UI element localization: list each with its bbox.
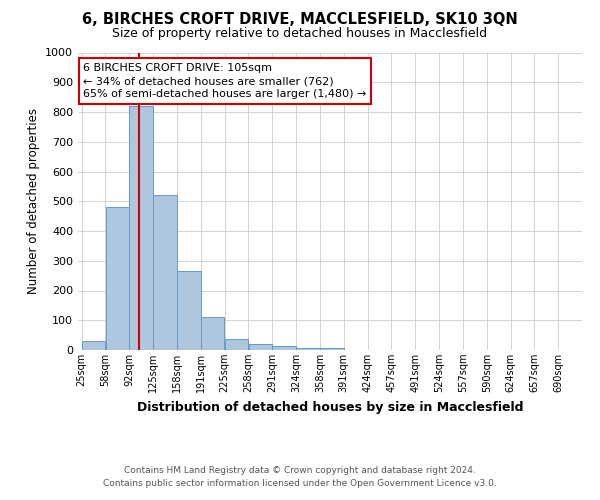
Bar: [106, 207, 129, 350]
Bar: [272, 346, 296, 350]
Bar: [201, 318, 224, 350]
Bar: [320, 348, 344, 350]
Bar: [82, 341, 105, 350]
Y-axis label: Number of detached properties: Number of detached properties: [26, 108, 40, 294]
Bar: [177, 271, 200, 350]
Text: Size of property relative to detached houses in Macclesfield: Size of property relative to detached ho…: [112, 28, 488, 40]
Bar: [130, 106, 153, 350]
Text: Contains HM Land Registry data © Crown copyright and database right 2024.
Contai: Contains HM Land Registry data © Crown c…: [103, 466, 497, 487]
Text: 6 BIRCHES CROFT DRIVE: 105sqm
← 34% of detached houses are smaller (762)
65% of : 6 BIRCHES CROFT DRIVE: 105sqm ← 34% of d…: [83, 63, 367, 100]
Bar: [153, 196, 177, 350]
Text: 6, BIRCHES CROFT DRIVE, MACCLESFIELD, SK10 3QN: 6, BIRCHES CROFT DRIVE, MACCLESFIELD, SK…: [82, 12, 518, 28]
Bar: [225, 338, 248, 350]
Bar: [296, 348, 320, 350]
Bar: [248, 344, 272, 350]
X-axis label: Distribution of detached houses by size in Macclesfield: Distribution of detached houses by size …: [137, 400, 523, 413]
